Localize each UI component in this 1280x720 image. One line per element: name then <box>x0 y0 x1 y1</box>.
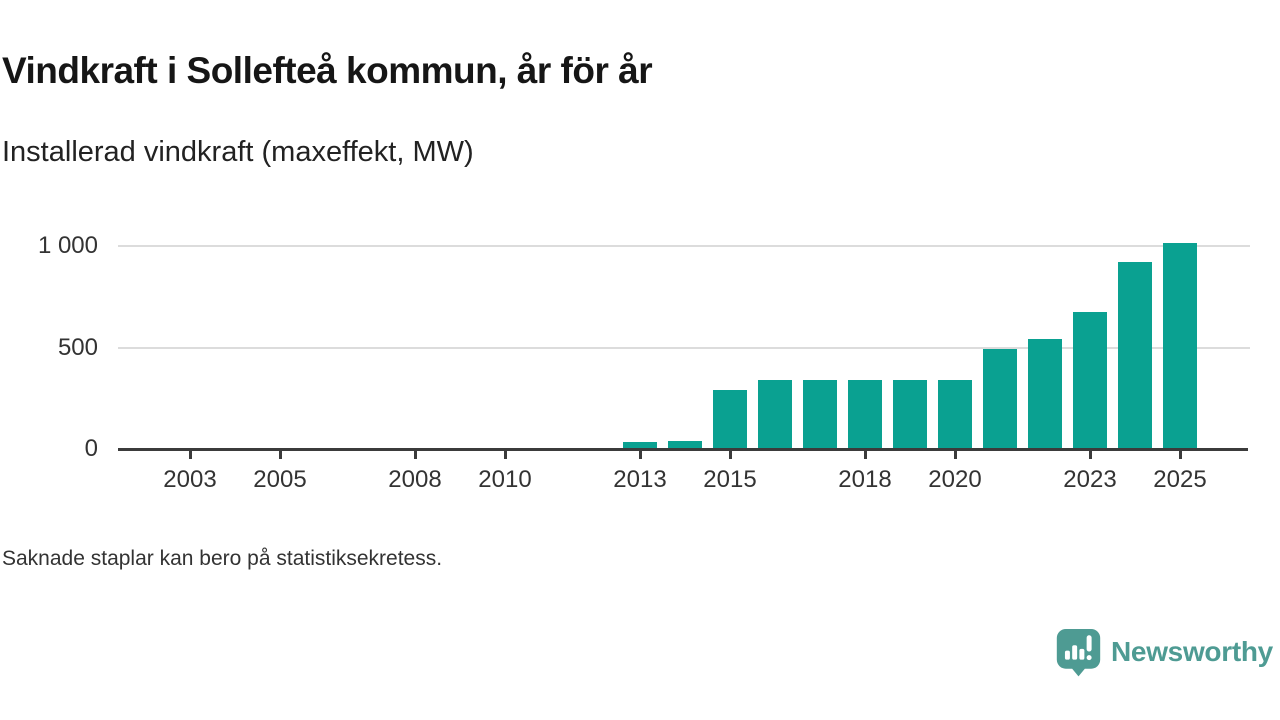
chart-subtitle: Installerad vindkraft (maxeffekt, MW) <box>2 136 474 168</box>
footnote: Saknade staplar kan bero på statistiksek… <box>2 547 443 570</box>
x-axis-line <box>118 448 1248 451</box>
bar-2018 <box>848 379 882 450</box>
gridline-500 <box>118 346 1250 349</box>
bar-2025 <box>1163 242 1197 450</box>
bar-2014 <box>668 440 702 450</box>
x-tick-label-2003: 2003 <box>163 466 217 493</box>
x-tick-label-2013: 2013 <box>613 466 667 493</box>
x-tick-2015 <box>729 451 732 459</box>
x-tick-2005 <box>279 451 282 459</box>
y-tick-label-0: 0 <box>84 435 98 462</box>
x-tick-2013 <box>639 451 642 459</box>
x-tick-label-2018: 2018 <box>838 466 892 493</box>
brand-name: Newsworthy <box>1111 636 1273 667</box>
bar-2015 <box>713 390 747 450</box>
x-tick-2010 <box>504 451 507 459</box>
bar-2022 <box>1028 339 1062 450</box>
bar-2021 <box>983 348 1017 450</box>
newsworthy-logo-icon <box>1056 628 1101 677</box>
x-tick-label-2025: 2025 <box>1153 466 1207 493</box>
y-tick-label-1000: 1 000 <box>37 232 98 259</box>
x-tick-2025 <box>1179 451 1182 459</box>
brand-logo[interactable]: Newsworthy <box>1055 627 1273 677</box>
bar-2017 <box>803 379 837 450</box>
bar-2013 <box>623 441 657 450</box>
x-tick-label-2010: 2010 <box>478 466 532 493</box>
y-tick-label-500: 500 <box>57 333 98 361</box>
x-tick-2008 <box>414 451 417 459</box>
bar-2023 <box>1073 311 1107 450</box>
gridline-1000 <box>118 245 1250 247</box>
x-tick-label-2015: 2015 <box>703 466 757 493</box>
chart-title: Vindkraft i Sollefteå kommun, år för år <box>2 50 653 91</box>
bar-2024 <box>1118 262 1152 450</box>
x-tick-label-2020: 2020 <box>928 466 982 493</box>
x-tick-2003 <box>189 451 192 459</box>
x-tick-label-2008: 2008 <box>388 466 442 493</box>
bar-2019 <box>893 379 927 450</box>
x-tick-label-2005: 2005 <box>253 466 307 493</box>
x-tick-2018 <box>864 451 867 459</box>
x-tick-label-2023: 2023 <box>1063 466 1117 493</box>
x-tick-2023 <box>1089 451 1092 459</box>
bar-2020 <box>938 379 972 450</box>
x-tick-2020 <box>954 451 957 459</box>
bar-2016 <box>758 379 792 450</box>
